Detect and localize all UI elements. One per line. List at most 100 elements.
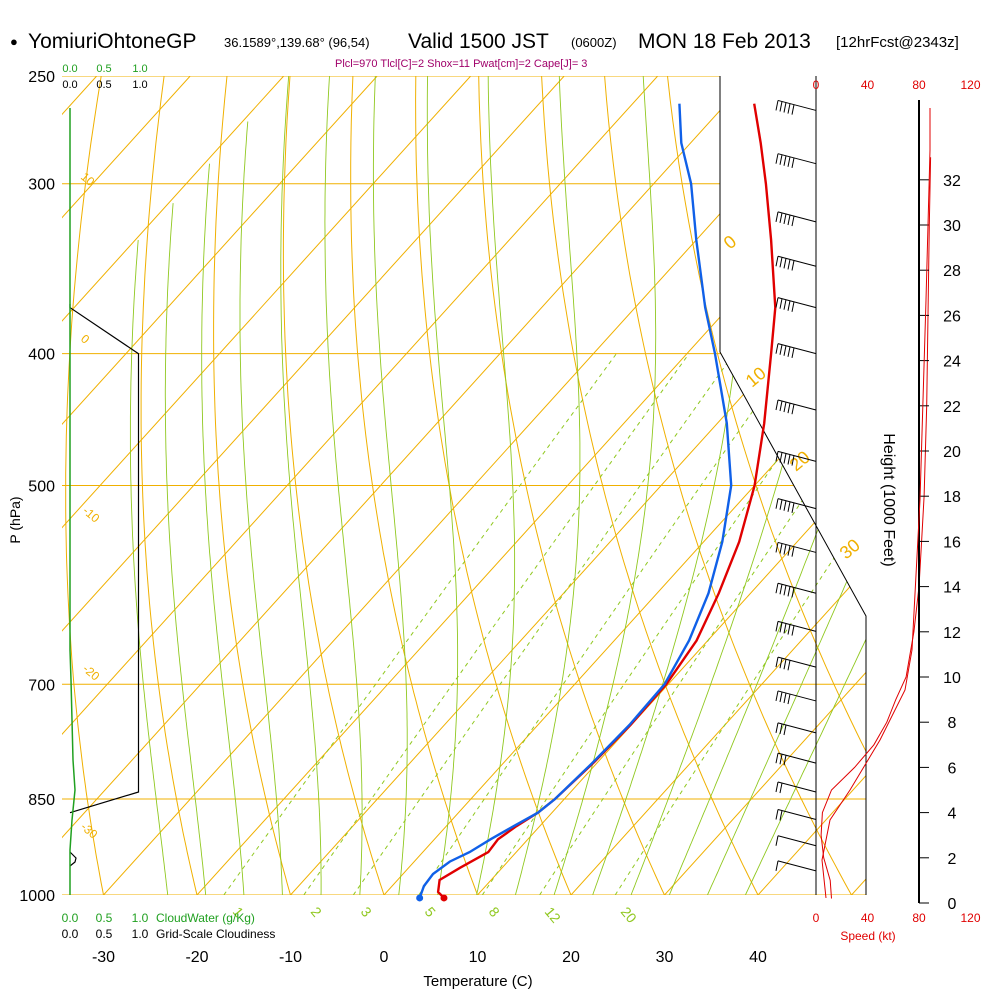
dry-adiabat-label: -10 (80, 504, 103, 526)
moist-adiabat (280, 76, 322, 895)
temperature-tick-label: 10 (469, 949, 487, 966)
isotherm--50 (62, 76, 659, 895)
wind-barb (775, 808, 817, 821)
dewpoint-line (418, 103, 733, 899)
speed-bottom-tick: 80 (912, 911, 926, 925)
cloudwater-axis-title: CloudWater (g/Kg) (156, 911, 255, 925)
header-location: 36.1589°,139.68° (96,54) (224, 35, 370, 50)
pressure-tick-label: 700 (28, 677, 55, 694)
cloudwater-line (69, 108, 76, 895)
isotherm--70 (62, 76, 472, 895)
wind-barb (775, 498, 817, 513)
dry-adiabat (664, 76, 866, 895)
wind-barb (775, 752, 817, 766)
moist-adiabat-label: 20 (786, 447, 814, 475)
dry-adiabat (602, 76, 866, 895)
dry-adiabat (477, 76, 679, 895)
wind-barb (775, 620, 817, 636)
speed-top-tick: 120 (960, 78, 980, 92)
moist-adiabat (201, 163, 247, 895)
mixing-ratio-20 (614, 353, 866, 895)
height-tick-label: 22 (943, 399, 961, 416)
cloudiness-bottom-tick: 0.0 (62, 927, 79, 941)
dry-adiabat (140, 76, 205, 895)
moist-adiabat-label: 10 (742, 363, 770, 391)
pressure-tick-label: 500 (28, 479, 55, 496)
height-tick-label: 0 (948, 896, 957, 913)
height-tick-label: 20 (943, 444, 961, 461)
dry-adiabat (851, 76, 866, 895)
moist-adiabat-label: 30 (836, 535, 864, 563)
pressure-tick-label: 850 (28, 792, 55, 809)
wind-barb (775, 690, 817, 705)
speed-top-tick: 80 (912, 78, 926, 92)
wind-speed-line (820, 157, 932, 899)
dry-adiabat (350, 76, 490, 895)
isotherm--90 (62, 76, 285, 895)
height-tick-label: 26 (943, 308, 961, 325)
speed-axis-title: Speed (kt) (840, 929, 895, 943)
isotherm--100 (62, 76, 191, 895)
dry-adiabat (415, 76, 584, 895)
moist-adiabat (507, 76, 581, 895)
plot-area (62, 76, 866, 895)
dry-adiabat (282, 76, 395, 895)
mixing-ratio-label: 8 (486, 904, 503, 920)
height-tick-label: 12 (943, 625, 961, 642)
wind-barb (775, 99, 817, 115)
height-tick-label: 16 (943, 534, 961, 551)
dry-adiabat-label: -30 (78, 820, 101, 842)
height-tick-label: 10 (943, 670, 961, 687)
height-tick-label: 24 (943, 354, 961, 371)
cloudiness-low (69, 851, 77, 867)
dry-adiabat (540, 76, 774, 895)
cloudwater-bottom-tick: 0.5 (96, 911, 113, 925)
mixing-ratio-label: 3 (358, 904, 375, 920)
moist-adiabat (619, 76, 850, 895)
moist-adiabat (164, 203, 209, 895)
moist-adiabat (544, 76, 657, 895)
header-fcst: [12hrFcst@2343z] (836, 34, 959, 51)
mixing-ratio-2 (303, 353, 690, 895)
temperature-tick-label: 30 (656, 949, 674, 966)
wind-barb (775, 541, 817, 557)
dry-adiabat-label: -20 (80, 662, 103, 684)
isotherm-50 (851, 76, 866, 895)
wind-barb (775, 297, 817, 312)
moist-adiabat (129, 239, 172, 895)
pressure-tick-label: 300 (28, 177, 55, 194)
moist-adiabat (469, 76, 516, 895)
mixing-ratio-5 (418, 353, 794, 895)
height-tick-label: 2 (948, 851, 957, 868)
wind-barb (775, 255, 817, 271)
temperature-tick-label: -10 (279, 949, 302, 966)
y-axis-title: P (hPa) (7, 496, 23, 543)
cloudwater-top-tick: 0.0 (62, 63, 77, 75)
temperature-line-surface-dot (440, 894, 448, 902)
wind-barb (775, 582, 817, 598)
cloudiness-bottom-tick: 0.5 (96, 927, 113, 941)
header-bullet: ● (10, 34, 18, 49)
cloudwater-bottom-tick: 1.0 (132, 911, 149, 925)
wind-barb (775, 343, 817, 358)
height-tick-label: 6 (948, 760, 957, 777)
mixing-ratio-1 (223, 353, 617, 895)
height-tick-label: 18 (943, 489, 961, 506)
temperature-tick-label: 0 (380, 949, 389, 966)
cloudiness-bottom-tick: 1.0 (132, 927, 149, 941)
temperature-tick-label: -20 (185, 949, 208, 966)
moist-adiabat (426, 76, 459, 895)
cloudwater-top-tick: 0.5 (96, 63, 111, 75)
moist-adiabat-label: 0 (720, 231, 741, 253)
height-tick-label: 8 (948, 715, 957, 732)
temperature-tick-label: -30 (92, 949, 115, 966)
dry-adiabat-label: 0 (78, 332, 92, 347)
speed-top-tick: 40 (861, 78, 875, 92)
cloudwater-top-tick: 1.0 (132, 63, 147, 75)
isotherm--60 (62, 76, 565, 895)
moist-adiabat (372, 76, 408, 895)
mixing-ratio-label: 20 (618, 904, 640, 926)
mixing-ratio-8 (481, 353, 851, 895)
isotherm--10 (290, 76, 866, 895)
